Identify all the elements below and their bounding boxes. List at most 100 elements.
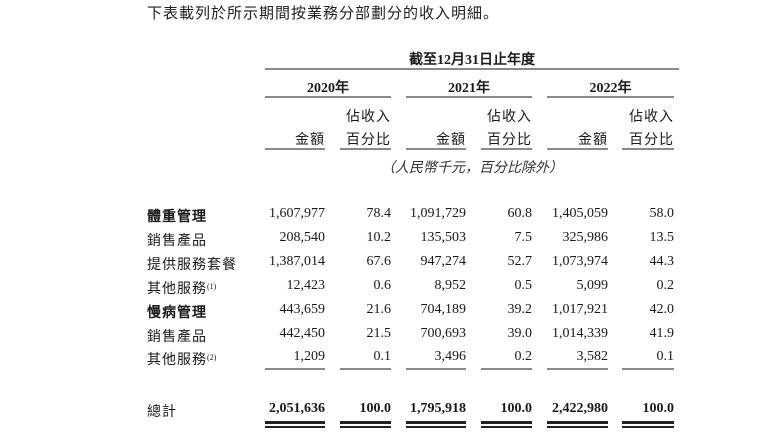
amount-2021: 947,274 — [420, 254, 467, 269]
column-rule — [406, 148, 466, 150]
amount-2022: 1,014,339 — [552, 326, 608, 341]
total-pct-2020: 100.0 — [359, 401, 392, 416]
total-double-rule — [406, 421, 466, 424]
total-double-rule — [547, 426, 608, 428]
table-row: 其他服務(2) 1,209 0.1 3,496 0.2 3,582 0.1 — [0, 349, 781, 373]
pct-2021: 39.0 — [507, 326, 533, 341]
total-pct-2022: 100.0 — [642, 401, 675, 416]
table-row: 銷售產品 208,540 10.2 135,503 7.5 325,986 13… — [0, 230, 781, 254]
amount-2020: 442,450 — [279, 326, 326, 341]
row-label-text: 其他服務 — [147, 353, 207, 368]
amount-2022: 325,986 — [562, 230, 609, 245]
row-label: 銷售產品 — [147, 330, 207, 345]
footnote-marker: (1) — [207, 282, 217, 291]
row-label: 其他服務(2) — [147, 349, 216, 369]
total-double-rule — [481, 426, 532, 428]
total-double-rule — [481, 421, 532, 424]
row-label: 銷售產品 — [147, 234, 207, 249]
total-double-rule — [622, 426, 674, 428]
pct-header-2021-line1: 佔收入 — [487, 110, 532, 125]
column-rule — [265, 148, 325, 150]
total-label: 總計 — [147, 405, 177, 420]
total-pct-2021: 100.0 — [500, 401, 533, 416]
row-label-text: 其他服務 — [147, 282, 207, 297]
pct-header-2022-line2: 百分比 — [629, 133, 674, 148]
table-row: 慢病管理 443,659 21.6 704,189 39.2 1,017,921… — [0, 302, 781, 326]
subtotal-rule — [481, 368, 532, 370]
pct-header-2022-line1: 佔收入 — [629, 110, 674, 125]
pct-2022: 44.3 — [649, 254, 675, 269]
subtotal-rule — [265, 368, 325, 370]
year-header-2020: 2020年 — [307, 81, 349, 96]
subtotal-rule — [547, 368, 608, 370]
pct-2021: 7.5 — [514, 230, 533, 245]
pct-header-2020-line1: 佔收入 — [346, 110, 391, 125]
total-double-rule — [265, 421, 325, 424]
column-rule — [340, 148, 391, 150]
total-double-rule — [622, 421, 674, 424]
total-amount-2022: 2,422,980 — [552, 401, 608, 416]
pct-2022: 0.1 — [656, 349, 675, 364]
pct-header-2020-line2: 百分比 — [346, 133, 391, 148]
amount-2020: 12,423 — [286, 278, 326, 293]
pct-2020: 21.6 — [366, 302, 392, 317]
year-rule-2022 — [547, 96, 674, 98]
year-rule-2020 — [265, 96, 391, 98]
amount-2022: 5,099 — [576, 278, 609, 293]
pct-2021: 39.2 — [507, 302, 533, 317]
total-row: 總計 2,051,636 100.0 1,795,918 100.0 2,422… — [0, 401, 781, 425]
year-header-2021: 2021年 — [448, 81, 490, 96]
pct-2022: 13.5 — [649, 230, 675, 245]
amount-header-2021: 金額 — [436, 133, 466, 148]
total-double-rule — [340, 426, 391, 428]
pct-2020: 21.5 — [366, 326, 392, 341]
table-row: 提供服務套餐 1,387,014 67.6 947,274 52.7 1,073… — [0, 254, 781, 278]
year-rule-2021 — [406, 96, 532, 98]
table-row: 銷售產品 442,450 21.5 700,693 39.0 1,014,339… — [0, 326, 781, 350]
amount-2020: 1,387,014 — [269, 254, 325, 269]
amount-2021: 3,496 — [434, 349, 467, 364]
amount-header-2022: 金額 — [578, 133, 608, 148]
column-rule — [481, 148, 532, 150]
pct-2020: 10.2 — [366, 230, 392, 245]
amount-2021: 704,189 — [420, 302, 467, 317]
row-label: 提供服務套餐 — [147, 258, 237, 273]
total-double-rule — [547, 421, 608, 424]
pct-2020: 67.6 — [366, 254, 392, 269]
amount-header-2020: 金額 — [295, 133, 325, 148]
year-header-2022: 2022年 — [589, 81, 632, 96]
amount-2020: 208,540 — [279, 230, 326, 245]
intro-text: 下表載列於所示期間按業務分部劃分的收入明細。 — [147, 6, 500, 22]
amount-2021: 700,693 — [420, 326, 467, 341]
subtotal-rule — [622, 368, 674, 370]
pct-2022: 41.9 — [649, 326, 675, 341]
amount-2021: 135,503 — [420, 230, 467, 245]
amount-2020: 1,209 — [293, 349, 326, 364]
amount-2022: 1,017,921 — [552, 302, 608, 317]
row-label: 體重管理 — [147, 210, 207, 225]
pct-2020: 0.1 — [373, 349, 392, 364]
amount-2021: 1,091,729 — [410, 206, 466, 221]
subtotal-rule — [340, 368, 391, 370]
table-row: 其他服務(1) 12,423 0.6 8,952 0.5 5,099 0.2 — [0, 278, 781, 302]
column-rule — [547, 148, 608, 150]
total-amount-2020: 2,051,636 — [269, 401, 325, 416]
amount-2020: 1,607,977 — [269, 206, 325, 221]
unit-note: （人民幣千元，百分比除外） — [381, 161, 563, 176]
amount-2020: 443,659 — [279, 302, 326, 317]
pct-header-2021-line2: 百分比 — [487, 133, 532, 148]
amount-2022: 3,582 — [576, 349, 609, 364]
total-double-rule — [340, 421, 391, 424]
total-double-rule — [265, 426, 325, 428]
column-rule — [622, 148, 674, 150]
subtotal-rule — [406, 368, 466, 370]
pct-2021: 60.8 — [507, 206, 533, 221]
pct-2022: 58.0 — [649, 206, 675, 221]
row-label: 慢病管理 — [147, 306, 207, 321]
pct-2020: 78.4 — [366, 206, 392, 221]
amount-2021: 8,952 — [434, 278, 467, 293]
pct-2022: 42.0 — [649, 302, 675, 317]
total-amount-2021: 1,795,918 — [410, 401, 466, 416]
period-header-rule — [265, 68, 679, 70]
pct-2022: 0.2 — [656, 278, 675, 293]
